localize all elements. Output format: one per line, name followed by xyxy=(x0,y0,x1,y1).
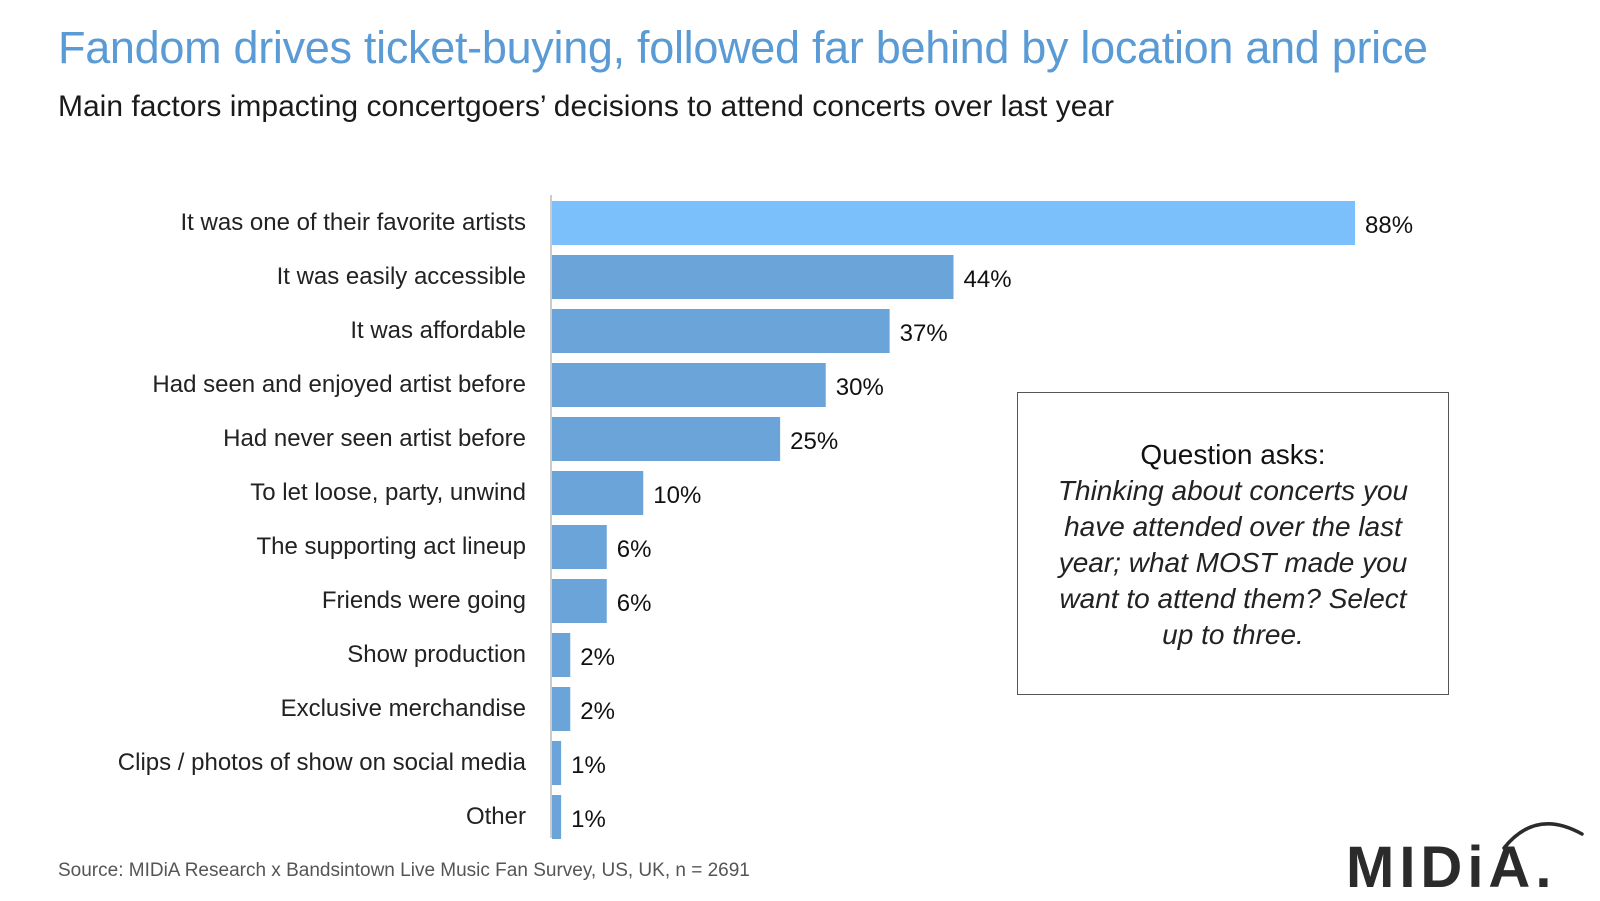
page-subtitle: Main factors impacting concertgoers’ dec… xyxy=(58,90,1115,123)
category-label-3: Had seen and enjoyed artist before xyxy=(152,371,526,398)
bars-group xyxy=(552,201,1355,839)
value-label-11: 1% xyxy=(571,806,606,833)
bar-2 xyxy=(552,309,890,353)
value-label-10: 1% xyxy=(571,752,606,779)
category-labels: It was one of their favorite artists It w… xyxy=(118,209,527,830)
bar-9 xyxy=(552,687,571,731)
value-label-8: 2% xyxy=(580,644,615,671)
bar-1 xyxy=(552,255,954,299)
logo-text: MIDiA. xyxy=(1346,835,1557,900)
value-label-3: 30% xyxy=(836,374,884,401)
value-labels: 88%44%37%30%25%10%6%6%2%2%1%1% xyxy=(571,212,1413,833)
page-title: Fandom drives ticket-buying, followed fa… xyxy=(58,22,1428,73)
bar-8 xyxy=(552,633,571,677)
category-label-5: To let loose, party, unwind xyxy=(250,479,526,506)
value-label-1: 44% xyxy=(964,266,1012,293)
bar-7 xyxy=(552,579,607,623)
bar-10 xyxy=(552,741,562,785)
category-label-9: Exclusive merchandise xyxy=(281,695,526,722)
midia-logo: MIDiA. xyxy=(1346,812,1596,900)
question-heading: Question asks: xyxy=(1140,439,1326,470)
value-label-4: 25% xyxy=(790,428,838,455)
bar-5 xyxy=(552,471,644,515)
category-label-1: It was easily accessible xyxy=(277,263,526,290)
question-text: Thinking about concerts you have attende… xyxy=(1057,475,1409,650)
value-label-6: 6% xyxy=(617,536,652,563)
category-label-0: It was one of their favorite artists xyxy=(181,209,526,236)
value-label-9: 2% xyxy=(580,698,615,725)
bar-11 xyxy=(552,795,562,839)
logo-arc-icon xyxy=(1502,822,1584,850)
category-label-8: Show production xyxy=(347,641,526,668)
bar-6 xyxy=(552,525,607,569)
source-note: Source: MIDiA Research x Bandsintown Liv… xyxy=(58,860,750,881)
bar-chart: It was one of their favorite artists It w… xyxy=(118,195,1413,839)
bar-0 xyxy=(552,201,1355,245)
bar-4 xyxy=(552,417,781,461)
category-label-7: Friends were going xyxy=(322,587,526,614)
category-label-4: Had never seen artist before xyxy=(223,425,526,452)
value-label-2: 37% xyxy=(900,320,948,347)
value-label-5: 10% xyxy=(653,482,701,509)
value-label-0: 88% xyxy=(1365,212,1413,239)
category-label-10: Clips / photos of show on social media xyxy=(118,749,527,776)
bar-3 xyxy=(552,363,826,407)
question-callout-box: Question asks: Thinking about concerts y… xyxy=(1017,392,1449,695)
value-label-7: 6% xyxy=(617,590,652,617)
category-label-6: The supporting act lineup xyxy=(256,533,526,560)
category-label-2: It was affordable xyxy=(350,317,526,344)
category-label-11: Other xyxy=(466,803,526,830)
